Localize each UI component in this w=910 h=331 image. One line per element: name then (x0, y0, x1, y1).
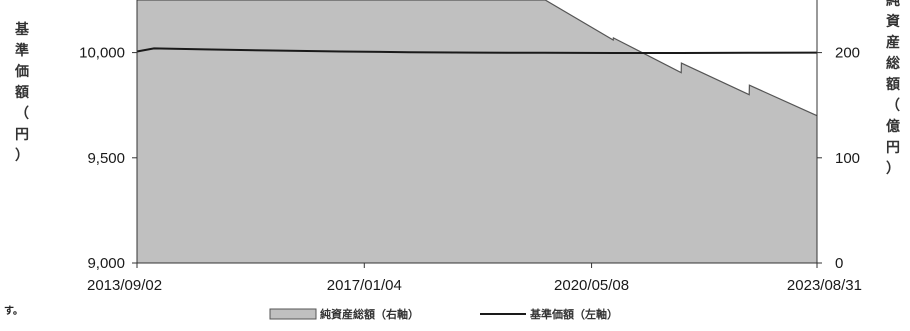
x-tick-label: 2017/01/04 (327, 277, 402, 294)
legend-area-swatch (269, 308, 317, 320)
nav-line (136, 47, 818, 54)
y-right-tick-label: 200 (835, 45, 860, 62)
legend-label-nav: 基準価額（左軸） (529, 307, 618, 321)
x-tick-label: 2020/05/08 (554, 277, 629, 294)
y-left-tick-label: 9,000 (87, 255, 125, 272)
nav-line-layer (136, 47, 818, 54)
tick-label-layer: 9,000 9,500 10,000 0 100 200 2013/09/02 2017/01… (79, 45, 862, 294)
y-left-tick-label: 9,500 (87, 150, 125, 167)
net-assets-area-layer (137, 0, 818, 263)
y-right-tick-label: 100 (835, 150, 860, 167)
y-right-axis-label: 純資産総額（億円） (885, 0, 900, 177)
axis-layer (132, 0, 822, 268)
net-assets-area (137, 0, 817, 263)
x-tick-label: 2013/09/02 (87, 277, 162, 294)
legend: 純資産総額（右軸） 基準価額（左軸） (269, 307, 618, 321)
legend-label-net-assets: 純資産総額（右軸） (320, 307, 419, 321)
x-tick-label: 2023/08/31 (787, 277, 862, 294)
footnote: す。 (4, 305, 23, 317)
y-left-tick-label: 10,000 (79, 45, 125, 62)
net-assets-area-outline (137, 0, 818, 117)
y-left-axis-label: 基準価額（円） (14, 21, 30, 164)
y-right-tick-label: 0 (835, 255, 843, 272)
